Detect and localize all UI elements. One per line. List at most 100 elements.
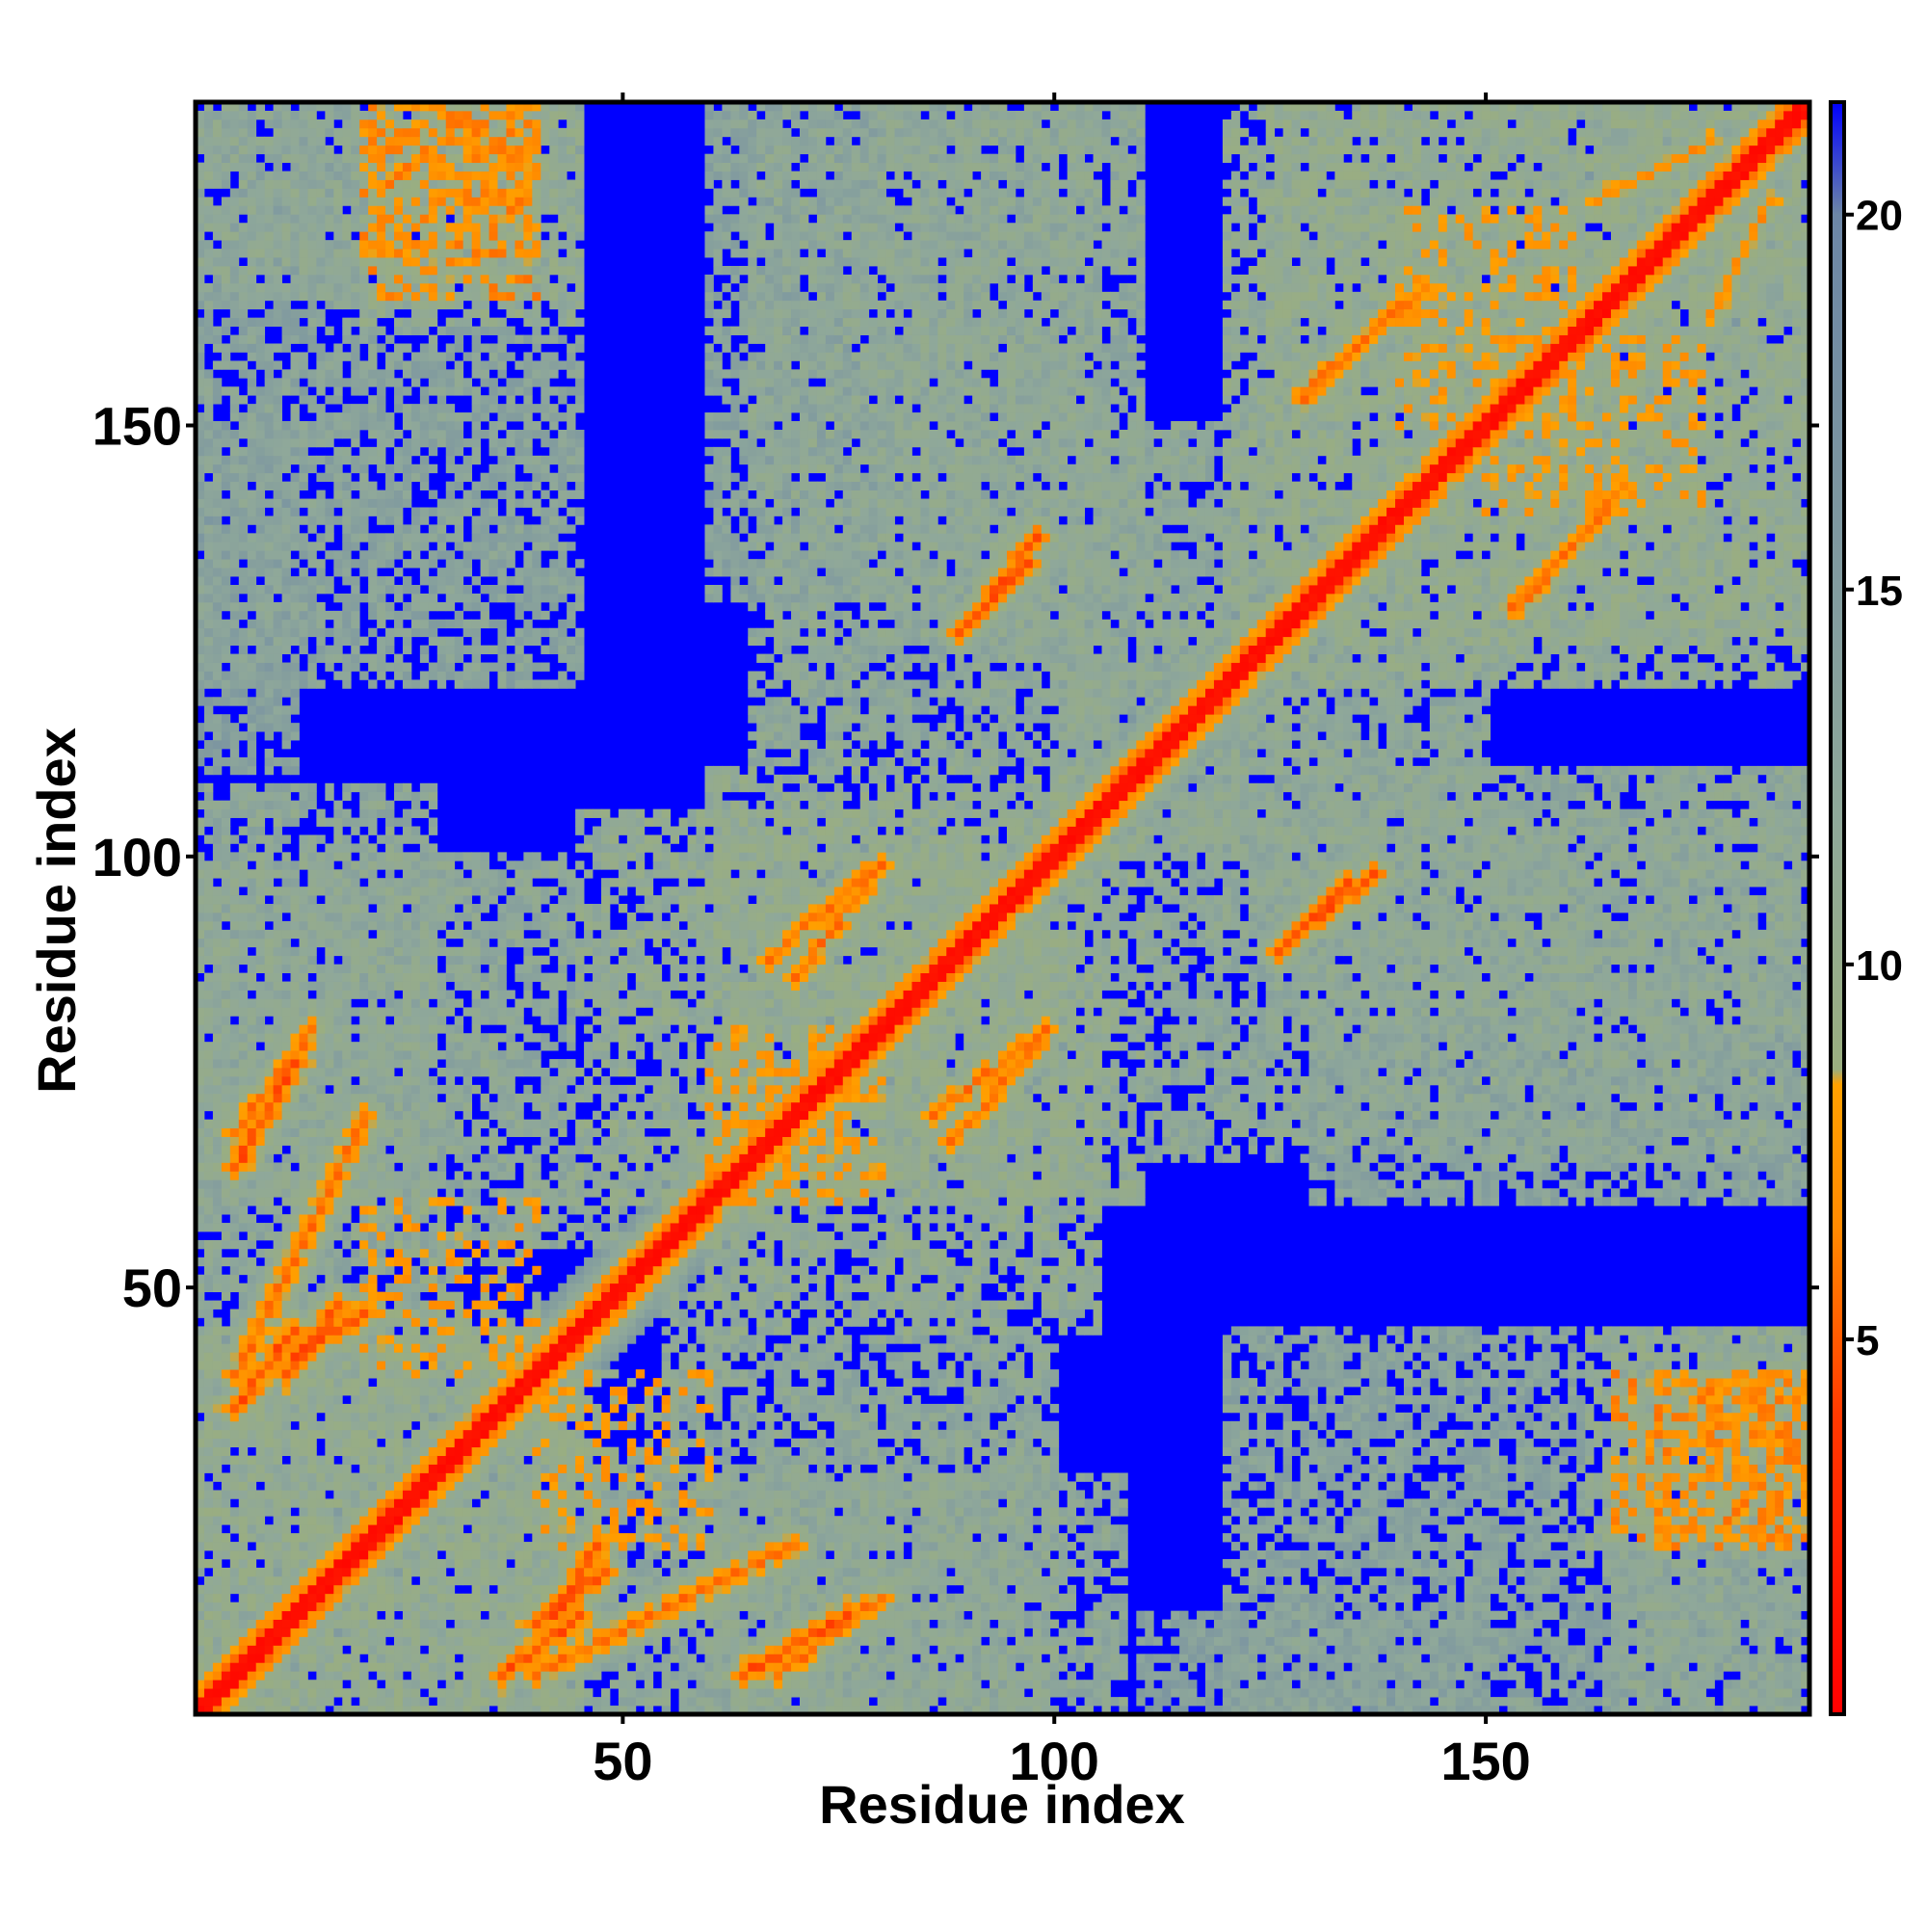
heatmap-cell xyxy=(222,1507,230,1516)
heatmap-cell xyxy=(256,1542,265,1550)
heatmap-cell xyxy=(239,180,248,189)
heatmap-cell xyxy=(248,249,256,257)
heatmap-cell xyxy=(230,275,239,283)
heatmap-cell xyxy=(204,1524,213,1533)
heatmap-cell xyxy=(239,611,248,620)
heatmap-cell xyxy=(256,327,265,335)
heatmap-cell xyxy=(213,1378,222,1387)
heatmap-cell xyxy=(222,1016,230,1024)
heatmap-cell xyxy=(265,1456,274,1465)
heatmap-cell xyxy=(204,1179,213,1188)
heatmap-cell xyxy=(230,973,239,982)
heatmap-cell xyxy=(248,792,256,801)
heatmap-cell xyxy=(248,1550,256,1559)
heatmap-cell xyxy=(230,360,239,369)
heatmap-cell xyxy=(213,740,222,749)
heatmap-cell xyxy=(222,1568,230,1576)
heatmap-cell xyxy=(230,456,239,464)
heatmap-cell xyxy=(213,913,222,921)
heatmap-cell xyxy=(213,524,222,533)
heatmap-cell xyxy=(204,1602,213,1611)
heatmap-cell xyxy=(230,1188,239,1197)
heatmap-cell xyxy=(248,146,256,154)
heatmap-cell xyxy=(256,1335,265,1343)
heatmap-cell xyxy=(239,550,248,559)
heatmap-cell xyxy=(256,1645,265,1654)
heatmap-cell xyxy=(248,1671,256,1680)
heatmap-cell xyxy=(222,507,230,516)
heatmap-cell xyxy=(239,1197,248,1205)
heatmap-cell xyxy=(230,887,239,895)
heatmap-cell xyxy=(248,576,256,585)
heatmap-cell xyxy=(204,1275,213,1284)
heatmap-cell xyxy=(248,1662,256,1671)
heatmap-cell xyxy=(230,1214,239,1223)
heatmap-cell xyxy=(256,464,265,473)
heatmap-cell xyxy=(256,197,265,205)
heatmap-cell xyxy=(222,1231,230,1240)
heatmap-cell xyxy=(265,1284,274,1292)
heatmap-cell xyxy=(222,1636,230,1645)
heatmap-cell xyxy=(222,1456,230,1465)
heatmap-cell xyxy=(230,1171,239,1179)
heatmap-cell xyxy=(256,602,265,611)
heatmap-cell xyxy=(204,705,213,714)
heatmap-cell xyxy=(213,163,222,172)
heatmap-cell xyxy=(256,1153,265,1162)
heatmap-cell xyxy=(213,869,222,878)
heatmap-cell xyxy=(230,749,239,757)
heatmap-cell xyxy=(265,1688,274,1697)
heatmap-cell xyxy=(213,1326,222,1335)
heatmap-cell xyxy=(256,1310,265,1318)
heatmap-cell xyxy=(222,1404,230,1413)
heatmap-cell xyxy=(248,1275,256,1284)
heatmap-cell xyxy=(222,834,230,843)
heatmap-cell xyxy=(213,1473,222,1482)
heatmap-cell xyxy=(204,611,213,620)
heatmap-cell xyxy=(230,990,239,998)
heatmap-cell xyxy=(248,887,256,895)
heatmap-cell xyxy=(213,499,222,508)
heatmap-cell xyxy=(213,1171,222,1179)
heatmap-cell xyxy=(222,482,230,490)
heatmap-cell xyxy=(222,1102,230,1111)
heatmap-cell xyxy=(256,360,265,369)
heatmap-cell xyxy=(222,878,230,887)
heatmap-cell xyxy=(222,1128,230,1137)
heatmap-cell xyxy=(265,1490,274,1498)
heatmap-cell xyxy=(204,1413,213,1421)
heatmap-cell xyxy=(256,524,265,533)
heatmap-cell xyxy=(265,1533,274,1542)
heatmap-cell xyxy=(265,1413,274,1421)
heatmap-cell xyxy=(204,1671,213,1680)
heatmap-cell xyxy=(213,275,222,283)
heatmap-cell xyxy=(213,852,222,860)
heatmap-cell xyxy=(222,197,230,205)
heatmap-cell xyxy=(204,766,213,775)
heatmap-cell xyxy=(256,266,265,275)
heatmap-cell xyxy=(239,137,248,146)
heatmap-cell xyxy=(239,1628,248,1637)
heatmap-cell xyxy=(222,679,230,688)
heatmap-cell xyxy=(248,369,256,378)
heatmap-cell xyxy=(213,1645,222,1654)
heatmap-cell xyxy=(213,1076,222,1085)
heatmap-cell xyxy=(230,637,239,646)
heatmap-cell xyxy=(248,223,256,231)
heatmap-cell xyxy=(213,1550,222,1559)
heatmap-cell xyxy=(265,1620,274,1628)
heatmap-cell xyxy=(213,834,222,843)
heatmap-cell xyxy=(239,1585,248,1594)
heatmap-cell xyxy=(204,749,213,757)
heatmap-cell xyxy=(222,1326,230,1335)
heatmap-cell xyxy=(230,1059,239,1068)
heatmap-cell xyxy=(204,1378,213,1387)
heatmap-cell xyxy=(230,309,239,318)
heatmap-cell xyxy=(239,1188,248,1197)
heatmap-cell xyxy=(213,301,222,309)
heatmap-cell xyxy=(204,172,213,180)
heatmap-cell xyxy=(222,1473,230,1482)
heatmap-cell xyxy=(248,998,256,1007)
heatmap-cell xyxy=(248,292,256,301)
heatmap-cell xyxy=(248,1628,256,1637)
